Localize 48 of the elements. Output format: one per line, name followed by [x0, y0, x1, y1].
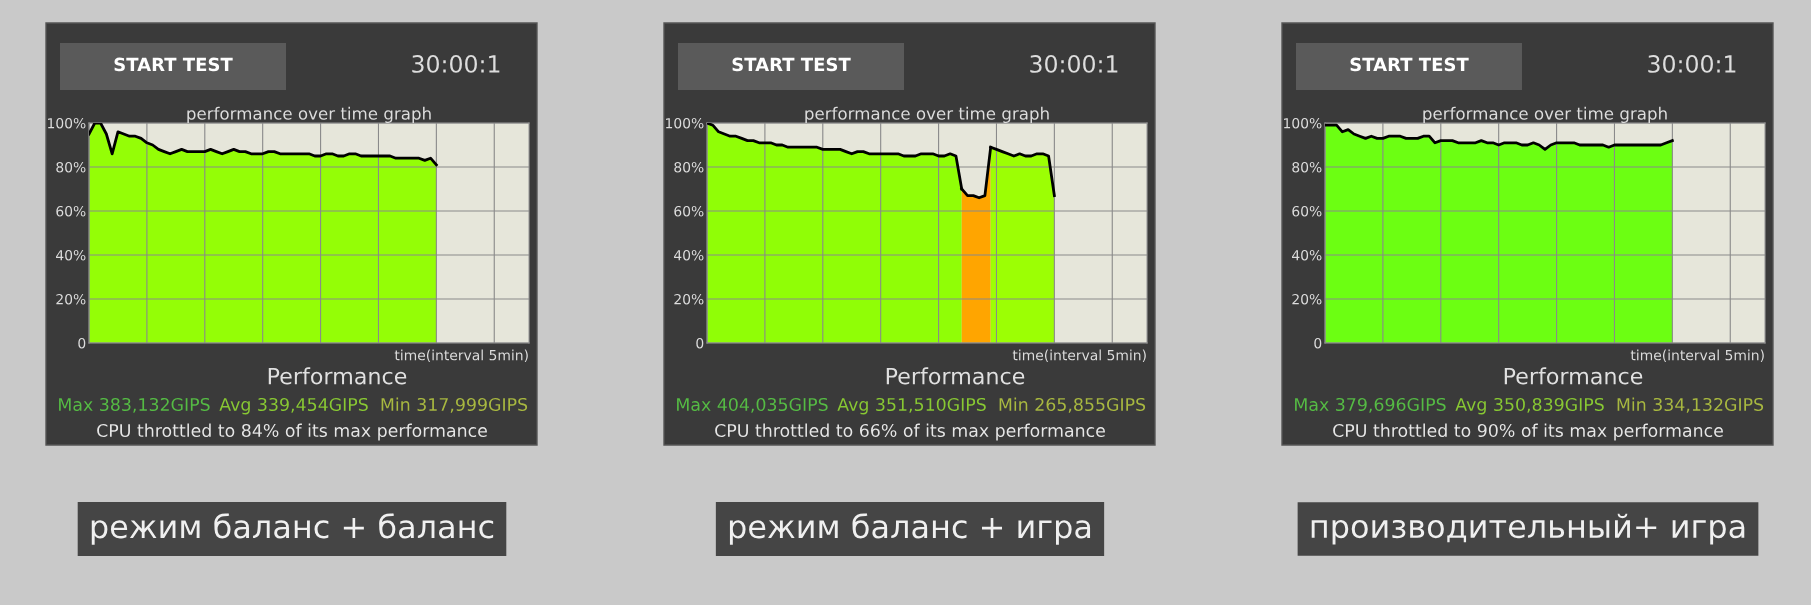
y-tick-label: 80% [1292, 161, 1322, 173]
y-tick-label: 40% [1292, 249, 1322, 261]
y-tick-label: 80% [674, 161, 704, 173]
text: Max 404,035GIPS [677, 397, 828, 413]
y-tick-label: 60% [56, 205, 86, 217]
y-tick-label: 0 [1314, 337, 1322, 349]
text: CPU throttled to 84% of its max performance [97, 423, 487, 441]
y-tick-label: 40% [56, 249, 86, 261]
text: Performance [886, 367, 1025, 385]
text: режим баланс + игра [729, 513, 1091, 545]
y-tick-label: 100% [666, 117, 704, 129]
text: режим баланс + баланс [91, 513, 494, 545]
y-tick-label: 80% [56, 161, 86, 173]
text: CPU throttled to 90% of its max performance [1333, 423, 1723, 441]
y-tick-label: 20% [1292, 293, 1322, 305]
chart-title: performance over time graph [1423, 106, 1667, 123]
text: CPU throttled to 66% of its max performance [715, 423, 1105, 441]
x-axis-title: time(interval 5min) [394, 349, 528, 362]
y-tick-label: 100% [1284, 117, 1322, 129]
y-tick-label: 20% [674, 293, 704, 305]
chart-title: performance over time graph [805, 106, 1049, 123]
text: START TEST [114, 57, 233, 72]
text: Max 383,132GIPS [59, 397, 210, 413]
text: Avg 351,510GIPS [837, 397, 986, 415]
text: Performance [1504, 367, 1643, 385]
text: Avg 339,454GIPS [219, 397, 368, 415]
text: Min 334,132GIPS [1617, 397, 1764, 413]
text: Max 379,696GIPS [1295, 397, 1446, 413]
text: Performance [268, 367, 407, 385]
y-tick-label: 60% [674, 205, 704, 217]
chart-title: performance over time graph [187, 106, 431, 123]
y-tick-label: 100% [48, 117, 86, 129]
text: Avg 350,839GIPS [1455, 397, 1604, 415]
text: Min 265,855GIPS [999, 397, 1146, 413]
y-tick-label: 40% [674, 249, 704, 261]
text: 30:00:1 [1030, 54, 1118, 73]
text: 30:00:1 [412, 54, 500, 73]
y-tick-label: 60% [1292, 205, 1322, 217]
text: START TEST [1350, 57, 1469, 72]
text: производительный+ игра [1311, 513, 1745, 545]
y-tick-label: 0 [78, 337, 86, 349]
y-tick-label: 0 [696, 337, 704, 349]
text: Min 317,999GIPS [381, 397, 528, 413]
x-axis-title: time(interval 5min) [1630, 349, 1764, 362]
text: START TEST [732, 57, 851, 72]
y-tick-label: 20% [56, 293, 86, 305]
x-axis-title: time(interval 5min) [1012, 349, 1146, 362]
text: 30:00:1 [1648, 54, 1736, 73]
